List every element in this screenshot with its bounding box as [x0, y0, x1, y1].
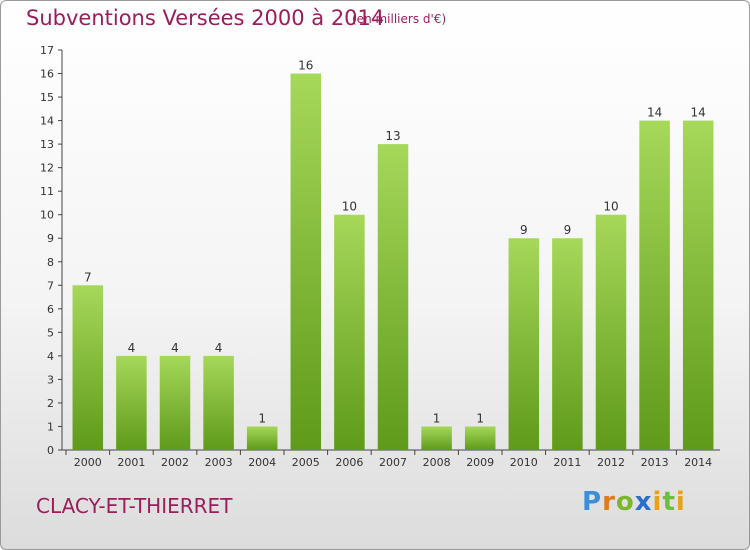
- bar-value-label: 9: [564, 223, 572, 237]
- y-tick-label: 14: [40, 115, 54, 128]
- y-tick-label: 11: [40, 185, 54, 198]
- x-tick-label: 2006: [335, 456, 363, 469]
- y-tick-label: 3: [47, 373, 54, 386]
- proxiti-logo[interactable]: Proxiti: [582, 487, 686, 517]
- bar-value-label: 16: [298, 59, 313, 73]
- x-tick-label: 2012: [597, 456, 625, 469]
- chart-subtitle: (en milliers d'€): [352, 12, 447, 26]
- bar: [159, 355, 191, 450]
- bar: [290, 73, 322, 450]
- bar: [639, 120, 670, 451]
- bar: [246, 426, 278, 450]
- bar-value-label: 4: [128, 341, 136, 355]
- bar: [377, 144, 409, 450]
- x-tick-label: 2008: [423, 456, 451, 469]
- bar-value-label: 10: [342, 200, 357, 214]
- x-tick-label: 2014: [684, 456, 712, 469]
- y-tick-label: 10: [40, 209, 54, 222]
- y-tick-label: 15: [40, 91, 54, 104]
- y-tick-label: 0: [47, 444, 54, 457]
- x-tick-label: 2001: [117, 456, 145, 469]
- y-tick-label: 6: [47, 303, 54, 316]
- bar-value-label: 10: [603, 200, 618, 214]
- y-tick-label: 12: [40, 162, 54, 175]
- bar-value-label: 1: [433, 411, 441, 425]
- x-tick-label: 2004: [248, 456, 276, 469]
- bar-value-label: 4: [171, 341, 179, 355]
- bar: [116, 355, 147, 450]
- y-tick-label: 1: [47, 420, 54, 433]
- x-tick-label: 2007: [379, 456, 407, 469]
- bar: [682, 120, 714, 451]
- bar: [334, 214, 365, 450]
- bar-value-label: 1: [258, 411, 266, 425]
- bar: [464, 426, 496, 450]
- bar: [552, 238, 583, 450]
- y-tick-label: 4: [47, 350, 54, 363]
- y-tick-label: 16: [40, 68, 54, 81]
- x-tick-label: 2010: [510, 456, 538, 469]
- bar-value-label: 13: [385, 129, 400, 143]
- bar-value-label: 14: [647, 106, 662, 120]
- y-tick-label: 2: [47, 397, 54, 410]
- x-tick-label: 2003: [205, 456, 233, 469]
- chart-title: Subventions Versées 2000 à 2014: [26, 6, 385, 30]
- bar: [421, 426, 452, 450]
- x-tick-label: 2000: [74, 456, 102, 469]
- plot-area: 0123456789101112131415161772000420014200…: [40, 44, 720, 469]
- bar-value-label: 1: [476, 411, 484, 425]
- y-tick-label: 13: [40, 138, 54, 151]
- x-tick-label: 2009: [466, 456, 494, 469]
- y-tick-label: 7: [47, 279, 54, 292]
- y-tick-label: 9: [47, 232, 54, 245]
- x-tick-label: 2011: [553, 456, 581, 469]
- town-name: CLACY-ET-THIERRET: [36, 494, 233, 518]
- bar: [508, 238, 540, 450]
- bar-value-label: 14: [691, 106, 706, 120]
- y-tick-label: 5: [47, 326, 54, 339]
- x-tick-label: 2013: [641, 456, 669, 469]
- bar: [203, 355, 234, 450]
- bar: [72, 285, 104, 450]
- x-tick-label: 2002: [161, 456, 189, 469]
- y-tick-label: 17: [40, 44, 54, 57]
- y-tick-label: 8: [47, 256, 54, 269]
- bar-value-label: 4: [215, 341, 223, 355]
- x-tick-label: 2005: [292, 456, 320, 469]
- bar: [595, 214, 627, 450]
- bar-value-label: 9: [520, 223, 528, 237]
- bar-value-label: 7: [84, 270, 92, 284]
